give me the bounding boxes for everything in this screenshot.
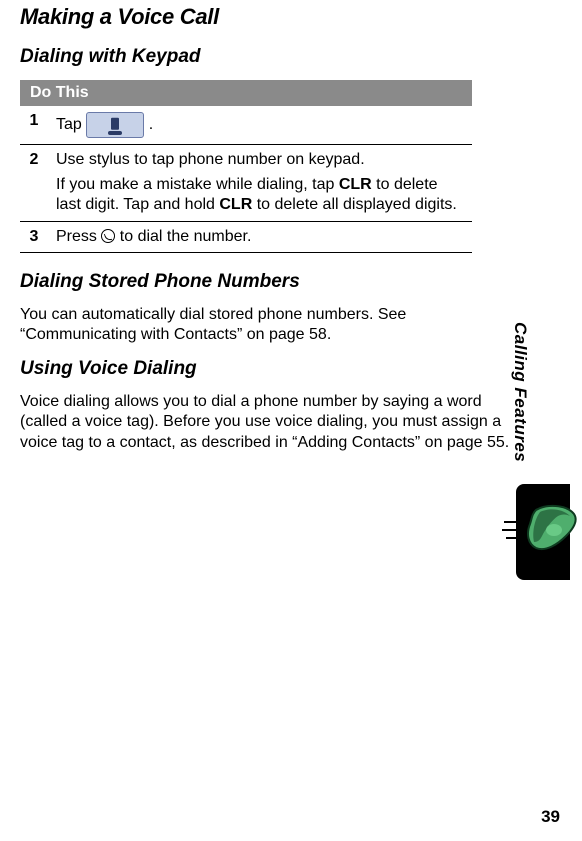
body-stored: You can automatically dial stored phone … bbox=[20, 305, 520, 346]
step-paragraph: If you make a mistake while dialing, tap… bbox=[56, 175, 464, 215]
steps-table: 1 Tap . 2 Use stylus to tap phone number… bbox=[20, 106, 472, 253]
phone-handset-icon bbox=[502, 502, 580, 562]
page: Making a Voice Call Dialing with Keypad … bbox=[0, 4, 582, 841]
step-number: 2 bbox=[20, 145, 48, 222]
side-tab-label: Calling Features bbox=[510, 322, 530, 482]
text: Press bbox=[56, 228, 101, 245]
step-number: 3 bbox=[20, 222, 48, 253]
table-row: 2 Use stylus to tap phone number on keyp… bbox=[20, 145, 472, 222]
text: Use stylus to tap phone number on keypad… bbox=[56, 151, 365, 168]
step-text: Press to dial the number. bbox=[48, 222, 472, 253]
text: to delete all displayed digits. bbox=[252, 196, 457, 213]
side-tab: Calling Features bbox=[510, 322, 570, 482]
heading-making-voice-call: Making a Voice Call bbox=[20, 4, 542, 30]
keypad-icon bbox=[86, 112, 144, 138]
text: If you make a mistake while dialing, tap bbox=[56, 176, 339, 193]
heading-voice-dialing: Using Voice Dialing bbox=[20, 358, 542, 380]
table-row: 3 Press to dial the number. bbox=[20, 222, 472, 253]
heading-dialing-stored: Dialing Stored Phone Numbers bbox=[20, 271, 542, 293]
clr-key: CLR bbox=[339, 176, 372, 193]
text: Tap bbox=[56, 116, 86, 133]
page-number: 39 bbox=[541, 807, 560, 827]
body-voice: Voice dialing allows you to dial a phone… bbox=[20, 392, 520, 453]
table-row: 1 Tap . bbox=[20, 106, 472, 145]
text: to dial the number. bbox=[115, 228, 251, 245]
clr-key: CLR bbox=[219, 196, 252, 213]
phone-tab-icon bbox=[516, 484, 570, 580]
step-number: 1 bbox=[20, 106, 48, 145]
do-this-header: Do This bbox=[20, 80, 472, 106]
send-key-icon bbox=[101, 229, 115, 243]
step-text: Use stylus to tap phone number on keypad… bbox=[48, 145, 472, 222]
heading-dialing-keypad: Dialing with Keypad bbox=[20, 46, 542, 68]
step-text: Tap . bbox=[48, 106, 472, 145]
text: . bbox=[149, 116, 153, 133]
